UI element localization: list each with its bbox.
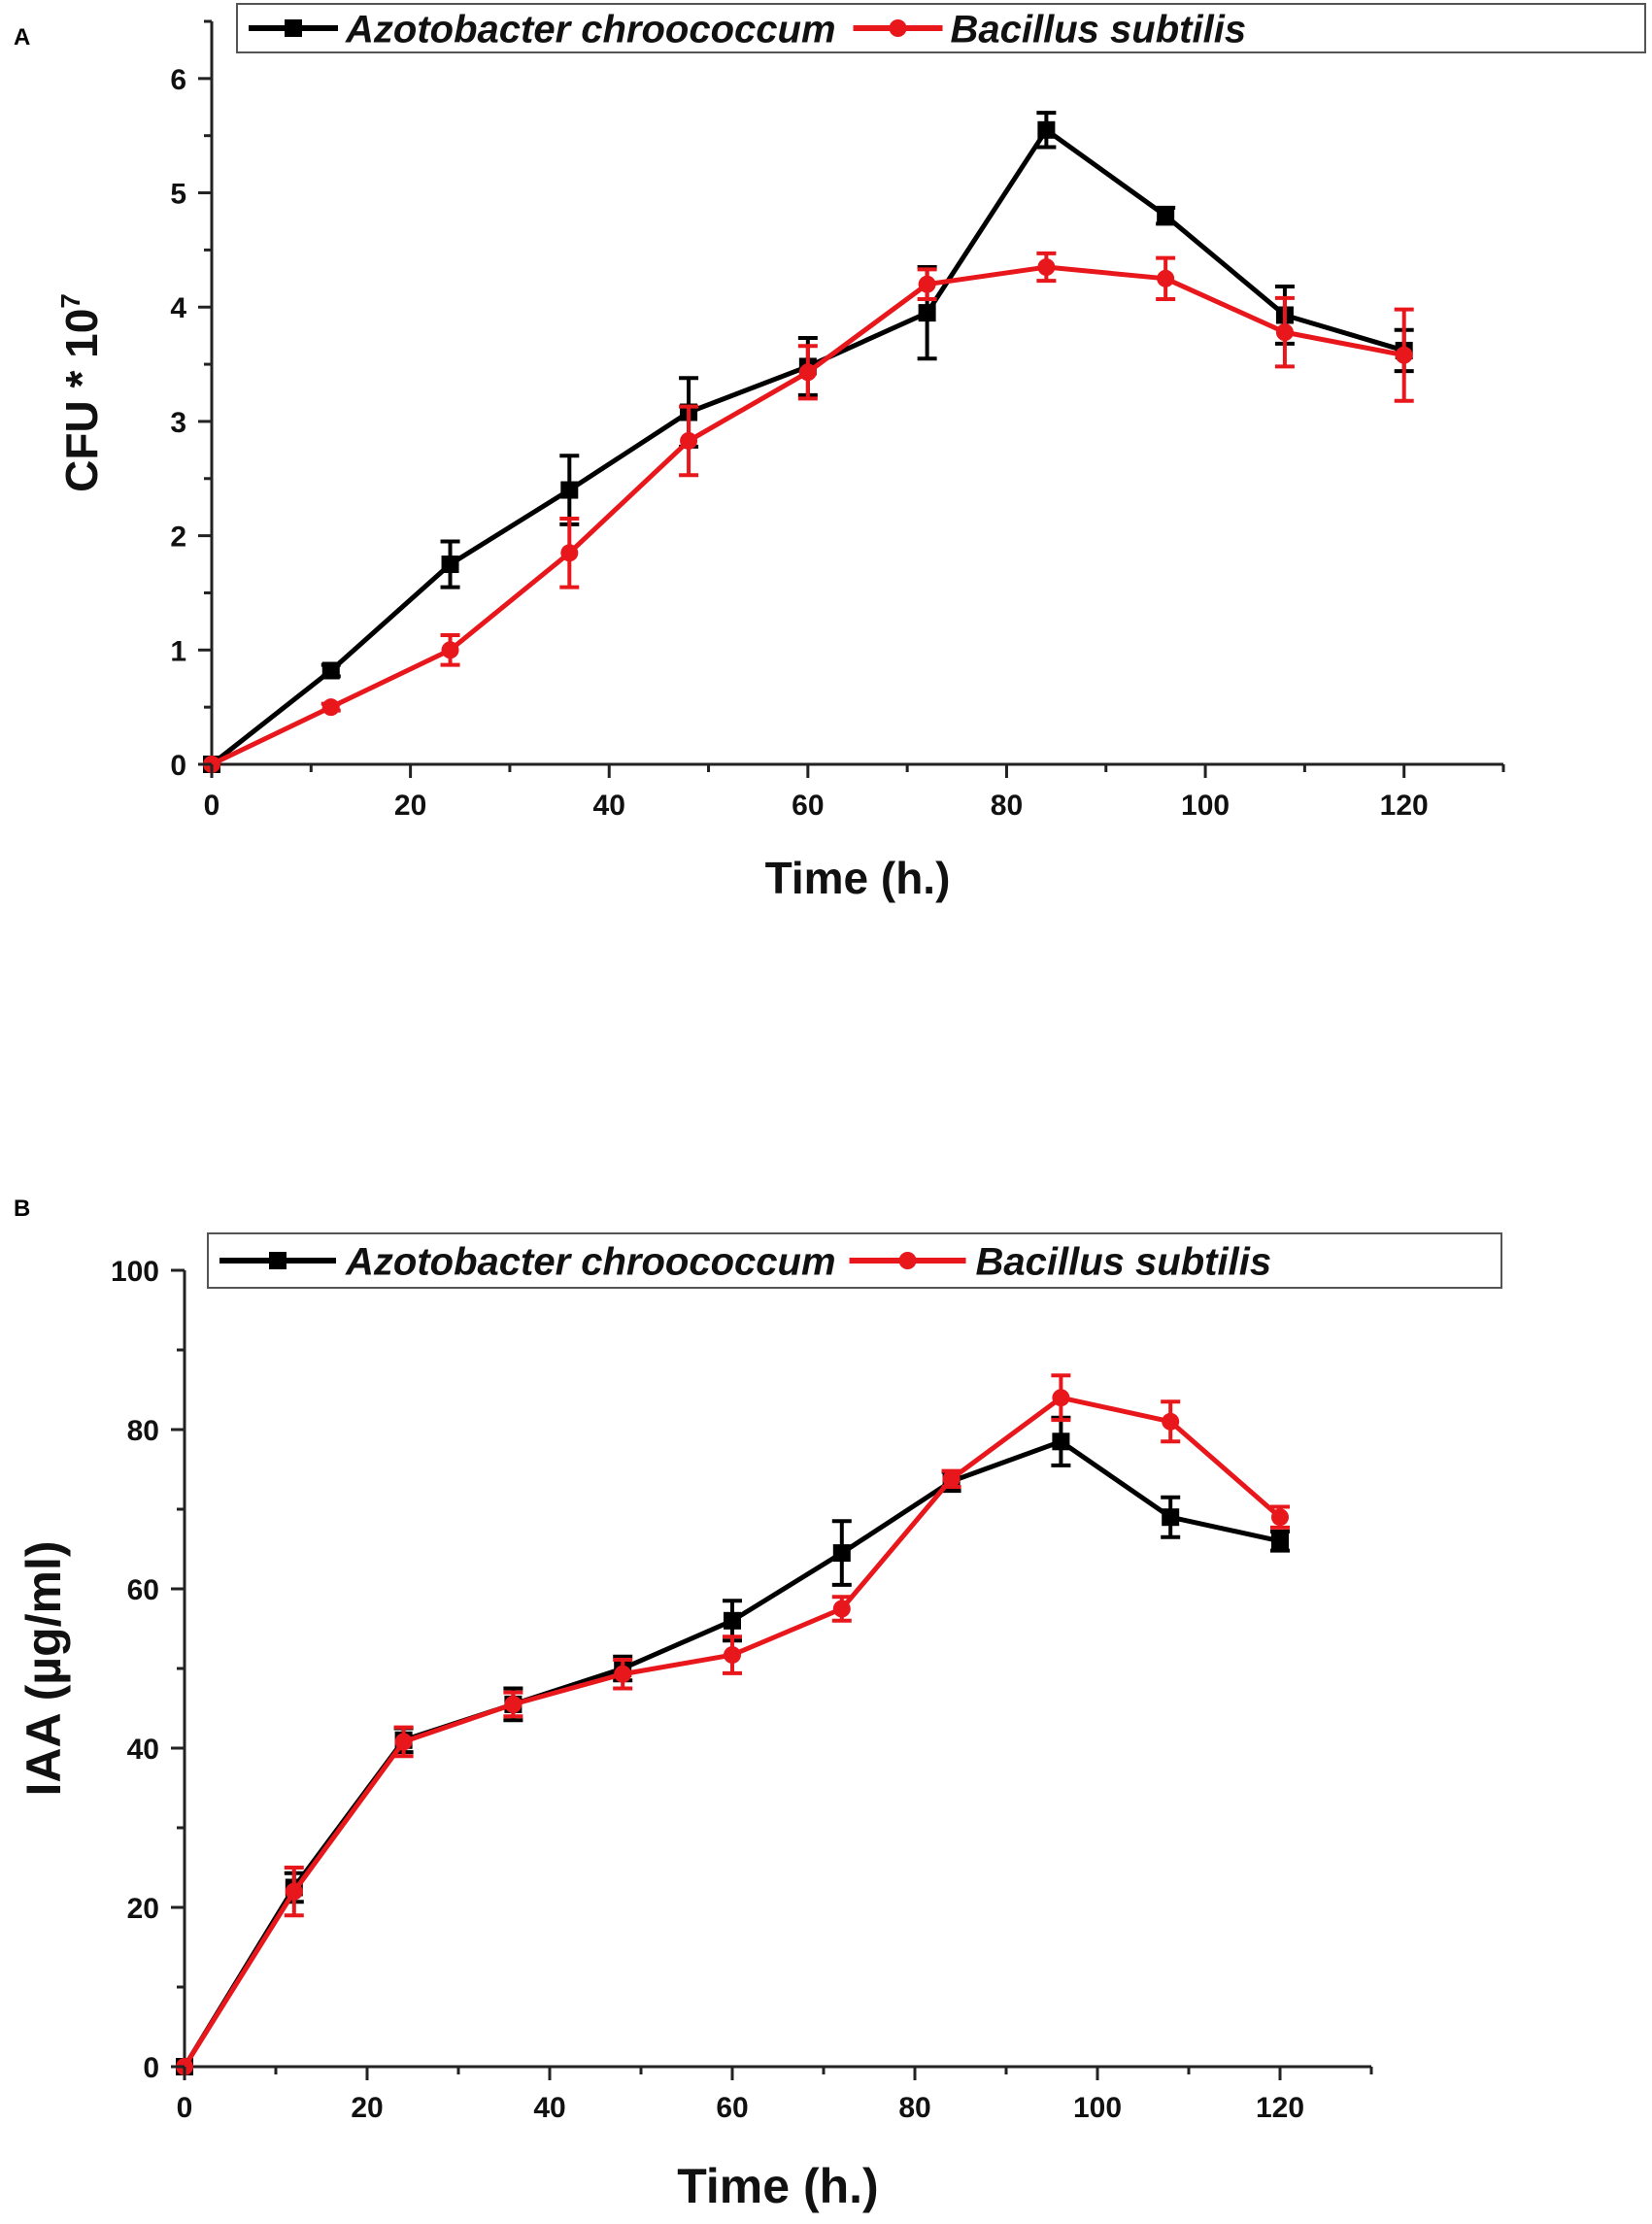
data-point-square-b [1052, 1432, 1070, 1451]
data-point-circle-a [918, 275, 936, 293]
y-tick-label-a: 2 [170, 522, 186, 554]
data-point-circle-a [1157, 269, 1175, 287]
x-tick-label-a: 100 [1181, 790, 1230, 822]
y-tick-label-b: 40 [127, 1734, 159, 1766]
data-point-circle-b [504, 1695, 523, 1713]
series-bacillus-a [203, 251, 1414, 773]
y-tick-label-b: 20 [127, 1893, 159, 1925]
y-tick-label-a: 4 [170, 292, 186, 324]
data-point-square-b [832, 1544, 851, 1563]
y-tick-label-a: 5 [170, 179, 186, 211]
x-tick-label-b: 80 [898, 2092, 930, 2124]
data-point-square-b [1271, 1532, 1289, 1550]
legend-label-bacillus-b: Bacillus subtilis [976, 1240, 1272, 1283]
x-tick-label-b: 0 [177, 2092, 193, 2124]
data-point-square-b [724, 1611, 741, 1630]
data-point-square-a [560, 481, 579, 499]
data-point-circle-a [1037, 258, 1056, 277]
panel-letter-b: B [14, 1196, 30, 1222]
y-tick-label-a: 0 [170, 750, 186, 782]
legend-a: Azotobacter chroococcum Bacillus subtilis [236, 3, 1646, 53]
data-point-circle-b [1162, 1412, 1180, 1431]
y-axis-title-b: IAA (µg/ml) [17, 1540, 71, 1796]
data-point-circle-b [1271, 1508, 1289, 1527]
y-tick-label-b: 0 [143, 2052, 159, 2084]
legend-swatch-marker-bacillus-a [889, 19, 907, 37]
data-point-circle-b [832, 1600, 851, 1618]
chart-panel-a: A 0 20 40 60 80 100 120 0 1 2 3 4 5 6 Time (h.) CFU *… [14, 3, 1646, 903]
data-point-circle-a [798, 363, 817, 382]
data-point-circle-b [942, 1469, 961, 1488]
data-point-square-a [918, 304, 936, 322]
series-bacillus-b [176, 1373, 1290, 2075]
data-point-circle-b [724, 1646, 741, 1665]
x-axis-title-b: Time (h.) [677, 2159, 878, 2213]
x-axis-title-a: Time (h.) [765, 853, 951, 903]
data-point-circle-a [321, 698, 340, 717]
data-point-circle-b [394, 1733, 413, 1751]
data-point-circle-a [1395, 346, 1413, 364]
data-point-square-a [1037, 120, 1056, 139]
legend-label-azotobacter-b: Azotobacter chroococcum [345, 1240, 836, 1283]
legend-label-azotobacter-a: Azotobacter chroococcum [345, 8, 836, 51]
y-tick-label-b: 80 [127, 1415, 159, 1447]
data-point-circle-b [1052, 1389, 1070, 1407]
legend-label-bacillus-a: Bacillus subtilis [951, 8, 1247, 51]
y-tick-label-a: 1 [170, 635, 186, 667]
data-point-square-a [321, 661, 340, 680]
data-point-circle-b [614, 1665, 632, 1683]
legend-swatch-marker-azotobacter-a [285, 19, 302, 37]
data-point-circle-a [560, 544, 579, 562]
data-point-circle-a [441, 641, 459, 659]
legend-b: Azotobacter chroococcum Bacillus subtilis [207, 1232, 1502, 1289]
y-axis-title-a: CFU * 107 [55, 293, 107, 492]
data-point-circle-a [680, 431, 698, 450]
y-tick-label-b: 60 [127, 1574, 159, 1606]
panel-letter-a: A [14, 24, 30, 51]
x-tick-label-a: 20 [394, 790, 426, 822]
legend-swatch-marker-azotobacter-b [269, 1252, 287, 1269]
y-tick-label-b: 100 [111, 1256, 159, 1288]
x-tick-label-b: 120 [1256, 2092, 1304, 2124]
x-tick-label-a: 120 [1380, 790, 1429, 822]
legend-swatch-marker-bacillus-b [898, 1252, 917, 1269]
x-tick-label-a: 80 [991, 790, 1023, 822]
y-tick-label-a: 6 [170, 64, 186, 96]
y-axis-title-a-exponent: 7 [55, 293, 85, 309]
data-point-square-b [1162, 1508, 1180, 1527]
x-tick-label-b: 60 [716, 2092, 748, 2124]
x-tick-label-b: 40 [533, 2092, 565, 2124]
data-point-square-a [441, 556, 459, 574]
x-tick-label-b: 20 [351, 2092, 383, 2124]
x-tick-label-b: 100 [1073, 2092, 1122, 2124]
x-tick-label-a: 0 [204, 790, 220, 822]
y-tick-label-a: 3 [170, 407, 186, 439]
data-point-circle-b [285, 1882, 303, 1901]
data-point-square-a [1157, 207, 1175, 225]
x-tick-label-a: 60 [792, 790, 824, 822]
y-axis-title-a-base: CFU * 10 [56, 309, 107, 492]
x-tick-label-a: 40 [593, 790, 625, 822]
data-point-circle-a [1275, 323, 1294, 342]
